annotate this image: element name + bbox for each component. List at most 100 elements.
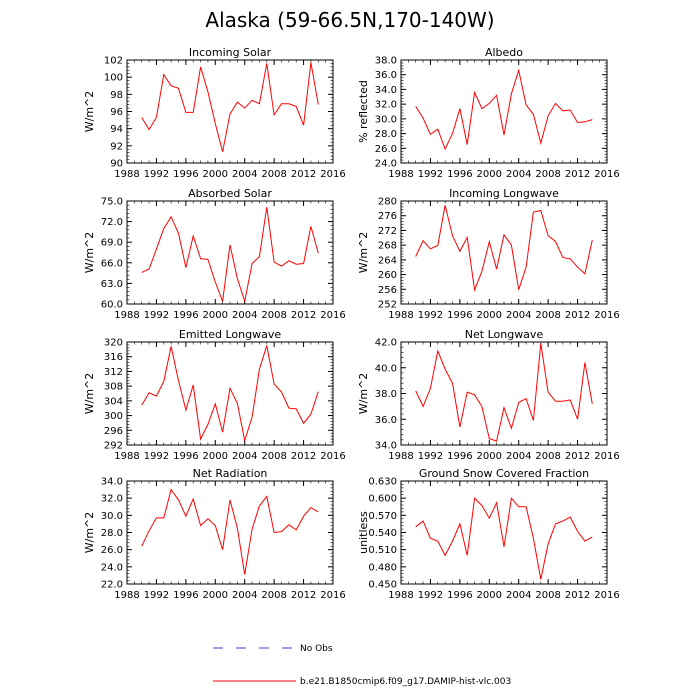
x-tick-label: 2004 xyxy=(506,169,531,180)
x-tick-label: 2008 xyxy=(261,451,286,462)
y-tick-label: 100 xyxy=(104,73,123,84)
y-tick-label: 300 xyxy=(104,411,123,422)
plot-frame xyxy=(126,480,334,585)
y-tick-label: 102 xyxy=(104,56,123,67)
series-line xyxy=(141,488,319,575)
y-tick-label: 28.0 xyxy=(101,528,123,539)
y-tick-label: 292 xyxy=(104,441,123,452)
series-line xyxy=(415,343,593,442)
y-tick-label: 36.0 xyxy=(375,415,397,426)
y-tick-label: 312 xyxy=(104,367,123,378)
x-tick-label: 2012 xyxy=(291,310,316,321)
x-tick-label: 2016 xyxy=(320,590,345,601)
x-tick-label: 1996 xyxy=(447,590,472,601)
y-tick-label: 60.0 xyxy=(101,300,123,311)
x-tick-label: 2008 xyxy=(261,169,286,180)
x-tick-label: 2012 xyxy=(565,590,590,601)
y-tick-label: 304 xyxy=(104,396,123,407)
legend-obs-label: No Obs xyxy=(300,644,333,654)
plot-frame xyxy=(400,341,608,446)
y-tick-label: 75.0 xyxy=(101,197,123,208)
y-tick-label: 252 xyxy=(378,300,397,311)
y-tick-label: 32.0 xyxy=(101,494,123,505)
x-tick-label: 2016 xyxy=(594,310,619,321)
x-tick-label: 2000 xyxy=(203,310,228,321)
y-tick-label: 90 xyxy=(110,159,123,170)
legend-model-label: b.e21.B1850cmip6.f09_g17.DAMIP-hist-vlc.… xyxy=(300,677,511,687)
y-tick-label: 0.570 xyxy=(368,511,397,522)
y-tick-label: 72.0 xyxy=(101,217,123,228)
x-tick-label: 1988 xyxy=(114,451,139,462)
series-line xyxy=(415,68,593,151)
panel-7: Net Radiation 1988 1992 1996 2000 2004 2008 201… xyxy=(83,467,346,601)
x-tick-label: 2004 xyxy=(232,310,257,321)
x-tick-label: 1996 xyxy=(173,310,198,321)
series-line xyxy=(415,497,593,580)
y-tick-label: 24.0 xyxy=(101,562,123,573)
plot-frame xyxy=(400,480,608,585)
x-tick-label: 1996 xyxy=(447,169,472,180)
x-tick-label: 2016 xyxy=(594,451,619,462)
x-tick-label: 1992 xyxy=(418,590,443,601)
y-axis-label: W/m^2 xyxy=(83,232,96,274)
y-tick-label: 66.0 xyxy=(101,258,123,269)
y-axis-label: unitless xyxy=(357,511,370,554)
x-tick-label: 1988 xyxy=(388,590,413,601)
panel-6: Net Longwave 1988 1992 1996 2000 2004 2008 2012… xyxy=(357,328,620,462)
x-tick-label: 2000 xyxy=(477,590,502,601)
panel-title: Incoming Longwave xyxy=(449,187,559,200)
panel-8: Ground Snow Covered Fraction 1988 1992 1996… xyxy=(357,467,620,601)
panel-title: Albedo xyxy=(485,46,523,59)
y-tick-label: 0.600 xyxy=(368,494,397,505)
x-tick-label: 1988 xyxy=(388,451,413,462)
series-line xyxy=(415,205,593,292)
x-tick-label: 1996 xyxy=(173,590,198,601)
y-tick-label: 0.450 xyxy=(368,580,397,591)
panel-5: Emitted Longwave 1988 1992 1996 2000 2004 2008… xyxy=(83,328,346,462)
series-line xyxy=(141,207,319,302)
panel-title: Net Radiation xyxy=(193,467,268,480)
x-tick-label: 2008 xyxy=(261,590,286,601)
panel-title: Net Longwave xyxy=(465,328,544,341)
y-tick-label: 22.0 xyxy=(101,580,123,591)
y-tick-label: 69.0 xyxy=(101,238,123,249)
y-tick-label: 38.0 xyxy=(375,56,397,67)
plot-frame xyxy=(400,59,608,164)
y-tick-label: 63.0 xyxy=(101,279,123,290)
x-tick-label: 2016 xyxy=(320,169,345,180)
panel-2: Albedo 1988 1992 1996 2000 2004 2008 2012 2016 24… xyxy=(357,46,620,180)
y-tick-label: 34.0 xyxy=(375,441,397,452)
y-axis-label: W/m^2 xyxy=(83,512,96,554)
x-tick-label: 2004 xyxy=(232,169,257,180)
x-tick-label: 1988 xyxy=(114,169,139,180)
plot-frame xyxy=(400,200,608,305)
x-tick-label: 1996 xyxy=(447,310,472,321)
x-tick-label: 2012 xyxy=(291,169,316,180)
y-tick-label: 30.0 xyxy=(101,511,123,522)
x-tick-label: 2000 xyxy=(203,590,228,601)
panel-1: Incoming Solar 1988 1992 1996 2000 2004 2008 20… xyxy=(83,46,346,180)
series-line xyxy=(141,345,319,441)
y-tick-label: 296 xyxy=(104,426,123,437)
x-tick-label: 2008 xyxy=(535,451,560,462)
x-tick-label: 1992 xyxy=(418,451,443,462)
y-axis-label: W/m^2 xyxy=(357,232,370,274)
y-tick-label: 30.0 xyxy=(375,114,397,125)
x-tick-label: 2004 xyxy=(506,590,531,601)
panel-4: Incoming Longwave 1988 1992 1996 2000 2004 200… xyxy=(357,187,620,321)
y-tick-label: 276 xyxy=(378,211,397,222)
y-tick-label: 26.0 xyxy=(101,545,123,556)
y-tick-label: 92 xyxy=(110,141,123,152)
x-tick-label: 2016 xyxy=(594,169,619,180)
plot-frame xyxy=(126,200,334,305)
y-tick-label: 24.0 xyxy=(375,159,397,170)
y-tick-label: 42.0 xyxy=(375,338,397,349)
x-tick-label: 1988 xyxy=(388,169,413,180)
y-tick-label: 268 xyxy=(378,241,397,252)
x-tick-label: 2008 xyxy=(261,310,286,321)
x-tick-label: 1992 xyxy=(418,169,443,180)
x-tick-label: 2000 xyxy=(203,169,228,180)
y-tick-label: 0.540 xyxy=(368,528,397,539)
x-tick-label: 2012 xyxy=(565,169,590,180)
